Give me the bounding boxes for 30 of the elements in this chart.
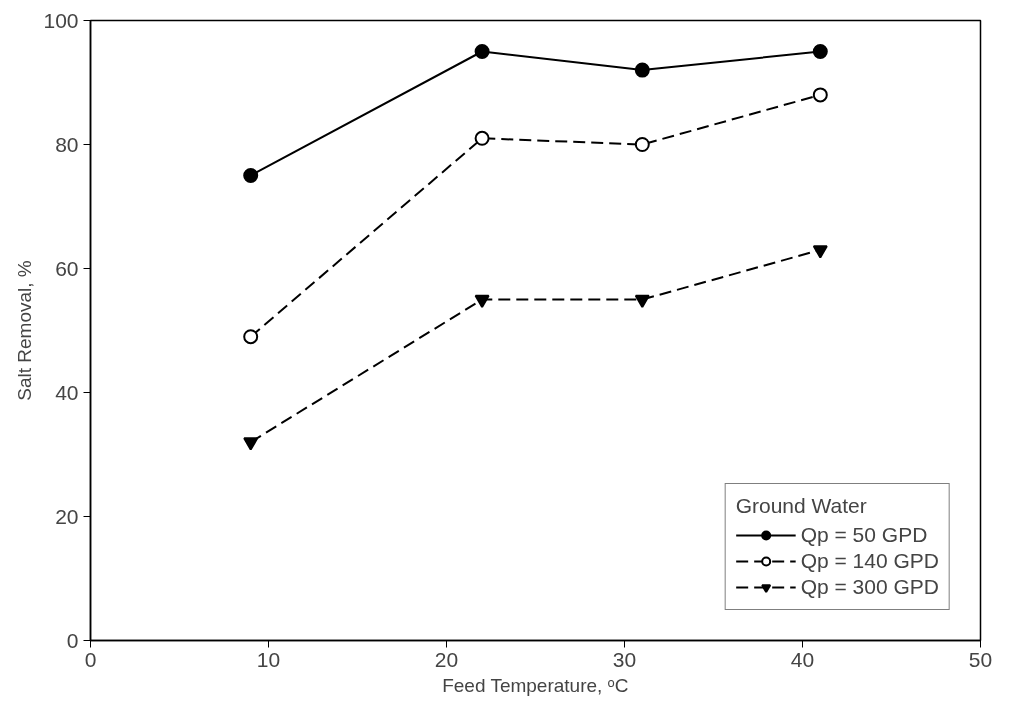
legend-label: Qp = 50 GPD	[800, 523, 928, 547]
y-tick-label: 60	[55, 256, 79, 280]
point	[474, 130, 490, 146]
point	[243, 437, 259, 451]
point	[812, 245, 828, 259]
y-tick-label: 0	[66, 628, 79, 652]
x-axis-title: Feed Temperature, ᵒC	[442, 674, 629, 696]
point	[812, 87, 828, 103]
y-tick-label: 80	[55, 132, 79, 156]
legend-title: Ground Water	[735, 494, 868, 518]
point	[634, 62, 650, 78]
x-tick-label: 20	[434, 647, 459, 671]
point	[474, 294, 490, 309]
x-tick-label: 30	[612, 647, 637, 671]
y-axis-title: Salt Removal, %	[14, 260, 36, 401]
point	[243, 168, 259, 183]
point	[474, 44, 490, 59]
legend-label: Qp = 140 GPD	[800, 549, 939, 573]
y-tick-label: 100	[43, 8, 79, 32]
x-tick-label: 0	[84, 647, 97, 671]
x-tick-label: 50	[968, 647, 993, 671]
point	[634, 137, 650, 152]
x-tick-label: 10	[256, 647, 281, 671]
point	[243, 329, 259, 345]
y-tick-label: 40	[55, 380, 79, 404]
x-tick-label: 40	[790, 647, 815, 671]
legend-label: Qp = 300 GPD	[800, 575, 939, 599]
y-tick-label: 20	[55, 504, 79, 528]
point	[812, 44, 828, 59]
point	[634, 294, 650, 309]
